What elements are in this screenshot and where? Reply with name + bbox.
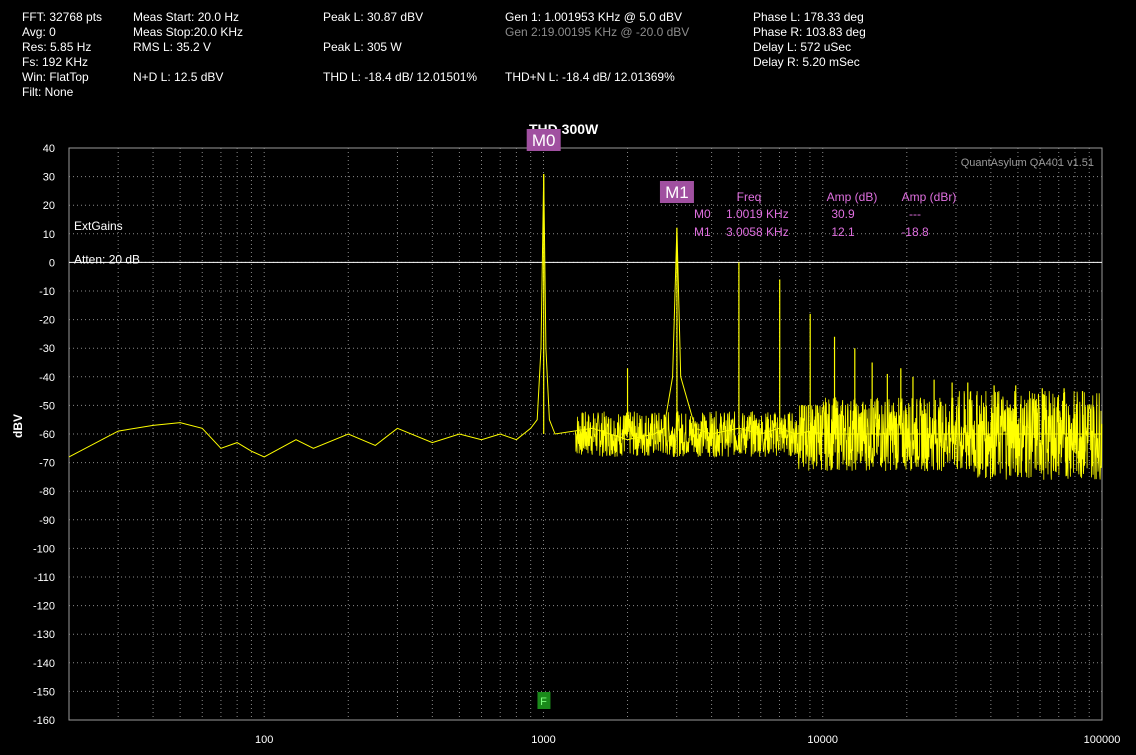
marker-tag-box xyxy=(526,129,561,151)
y-tick-label: 40 xyxy=(43,143,55,155)
noise-distortion-left: N+D L: 12.5 dBV xyxy=(133,70,224,84)
delay-left: Delay L: 572 uSec xyxy=(753,40,852,54)
peak-left-dbv: Peak L: 30.87 dBV xyxy=(323,10,424,24)
thd-n-left: THD+N L: -18.4 dB/ 12.01369% xyxy=(505,70,675,84)
y-tick-label: 30 xyxy=(43,172,55,184)
marker-row-amp-dbr: --- xyxy=(909,207,921,221)
resolution: Res: 5.85 Hz xyxy=(22,40,92,54)
spectrum-trace xyxy=(68,173,1103,480)
meas-start: Meas Start: 20.0 Hz xyxy=(133,10,240,24)
averages: Avg: 0 xyxy=(22,25,56,39)
y-tick-label: 20 xyxy=(43,200,55,212)
f-marker-label: F xyxy=(540,696,547,708)
y-axis-label: dBV xyxy=(11,414,25,438)
y-tick-label: -100 xyxy=(33,543,55,555)
x-tick-label: 10000 xyxy=(807,734,838,746)
generator-2: Gen 2:19.00195 KHz @ -20.0 dBV xyxy=(505,25,690,39)
atten-label: Atten: 20 dB xyxy=(74,252,140,266)
y-tick-label: -120 xyxy=(33,601,55,613)
y-tick-label: -130 xyxy=(33,629,55,641)
phase-left: Phase L: 178.33 deg xyxy=(753,10,864,24)
peak-left-watts: Peak L: 305 W xyxy=(323,40,402,54)
f-marker-box xyxy=(537,692,551,709)
thd-left: THD L: -18.4 dB/ 12.01501% xyxy=(323,70,478,84)
phase-right: Phase R: 103.83 deg xyxy=(753,25,866,39)
marker-row-freq: 3.0058 KHz xyxy=(726,225,789,239)
delay-right: Delay R: 5.20 mSec xyxy=(753,55,860,69)
y-tick-label: -20 xyxy=(39,315,55,327)
y-tick-label: -60 xyxy=(39,429,55,441)
y-tick-label: -160 xyxy=(33,715,55,727)
noise-floor xyxy=(574,391,1103,480)
y-tick-label: -110 xyxy=(34,572,55,584)
marker-row-id: M1 xyxy=(694,225,711,239)
sample-rate: Fs: 192 KHz xyxy=(22,55,89,69)
y-tick-label: 0 xyxy=(49,257,55,269)
marker-tag-box xyxy=(659,181,694,203)
x-tick-label: 1000 xyxy=(531,734,555,746)
fft-size: FFT: 32768 pts xyxy=(22,10,103,24)
y-tick-label: -40 xyxy=(39,372,55,384)
y-tick-label: -140 xyxy=(33,658,55,670)
marker-tag-m0: M0 xyxy=(532,131,556,150)
y-tick-label: -70 xyxy=(39,458,55,470)
marker-row-amp-db: 12.1 xyxy=(831,225,855,239)
filter: Filt: None xyxy=(22,85,74,99)
marker-table-header: Amp (dB) xyxy=(827,190,878,204)
marker-row-amp-db: 30.9 xyxy=(831,207,855,221)
marker-table-header: Freq xyxy=(737,190,762,204)
rms-left: RMS L: 35.2 V xyxy=(133,40,212,54)
marker-row-id: M0 xyxy=(694,207,711,221)
ext-gains-label: ExtGains xyxy=(74,219,123,233)
watermark: QuantAsylum QA401 v1.51 xyxy=(960,157,1094,169)
y-tick-label: -10 xyxy=(39,286,55,298)
x-tick-label: 100000 xyxy=(1084,734,1121,746)
y-tick-label: -150 xyxy=(33,686,55,698)
marker-row-freq: 1.0019 KHz xyxy=(726,207,789,221)
y-tick-label: -90 xyxy=(39,515,55,527)
y-tick-label: -80 xyxy=(39,486,55,498)
y-tick-label: -30 xyxy=(39,343,55,355)
generator-1: Gen 1: 1.001953 KHz @ 5.0 dBV xyxy=(505,10,682,24)
marker-table-header: Amp (dBr) xyxy=(902,190,957,204)
y-tick-label: 10 xyxy=(43,229,55,241)
y-tick-label: -50 xyxy=(39,400,55,412)
x-tick-label: 100 xyxy=(255,734,273,746)
marker-tag-m1: M1 xyxy=(665,183,689,202)
marker-row-amp-dbr: -18.8 xyxy=(901,225,929,239)
window-type: Win: FlatTop xyxy=(22,70,89,84)
meas-stop: Meas Stop:20.0 KHz xyxy=(133,25,244,39)
